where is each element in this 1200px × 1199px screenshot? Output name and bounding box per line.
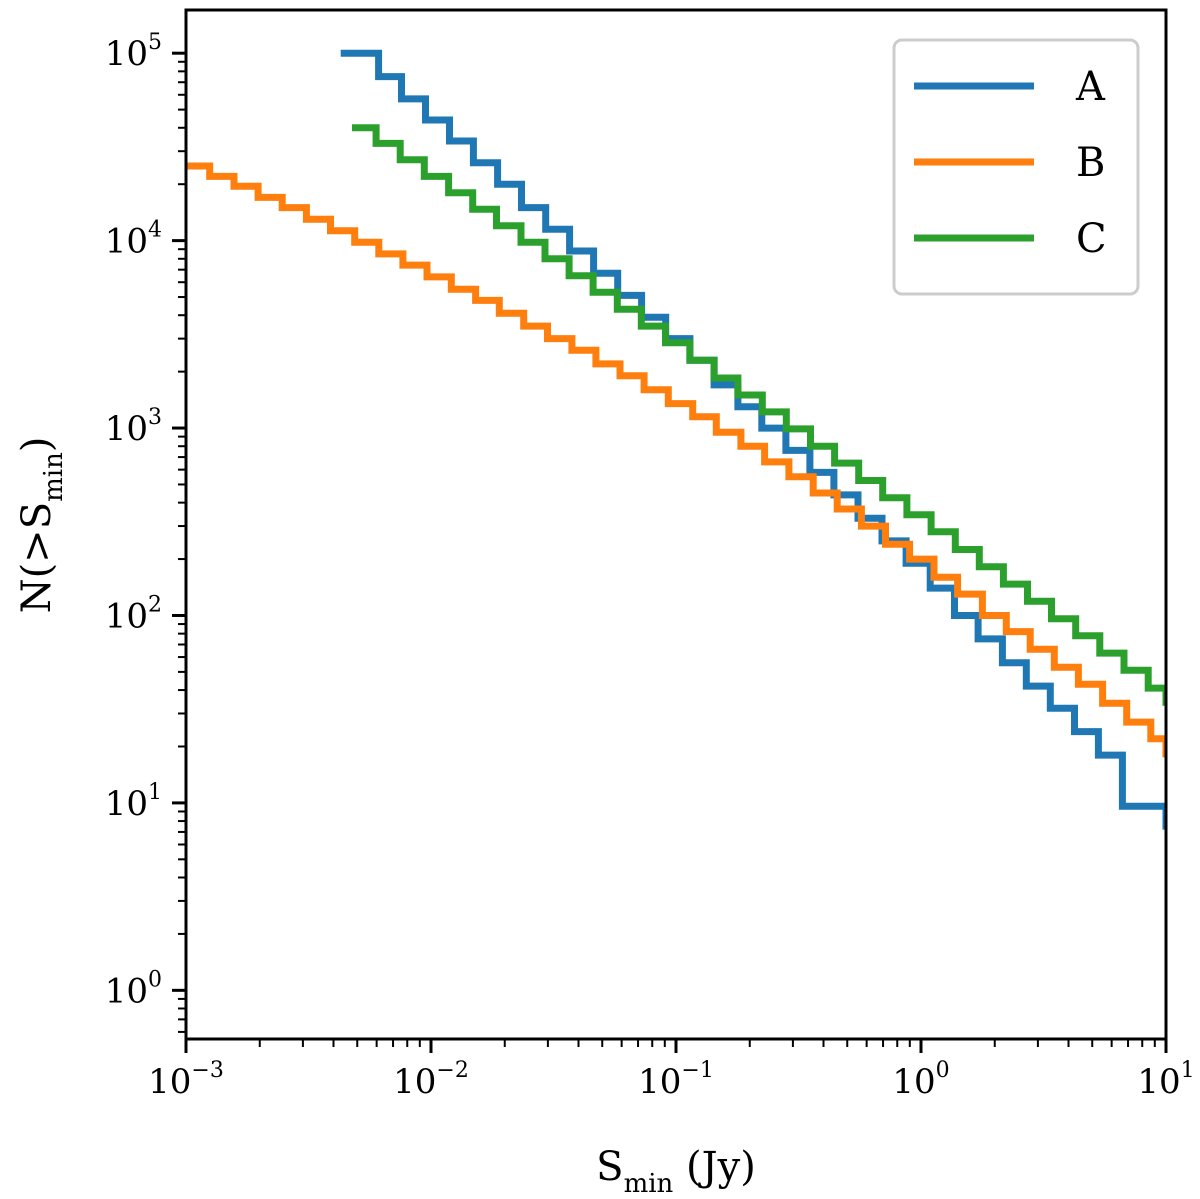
legend-label-B: B: [1076, 140, 1105, 186]
legend-label-A: A: [1075, 64, 1106, 110]
x-tick-label: 101: [1137, 1058, 1194, 1102]
y-axis-label: N(>Smin): [14, 437, 69, 614]
y-tick-label: 103: [105, 405, 162, 449]
y-tick-label: 102: [105, 592, 162, 636]
x-tick-label: 100: [892, 1058, 949, 1102]
x-axis-label: Smin (Jy): [596, 1144, 756, 1199]
y-tick-label: 105: [105, 30, 162, 74]
series-line-B: [186, 162, 1166, 758]
x-tick-label: 10−3: [148, 1058, 224, 1102]
ticks-layer: 10−3 10−2 10−1 100 101 100 101 102 103 104 105: [105, 30, 1195, 1102]
legend-label-C: C: [1076, 216, 1107, 262]
series-layer: [186, 49, 1166, 830]
y-tick-label: 100: [105, 967, 162, 1011]
x-tick-label: 10−1: [638, 1058, 714, 1102]
legend-box: [892, 38, 1140, 296]
y-tick-label: 104: [105, 218, 162, 262]
series-line-C: [352, 124, 1166, 706]
y-tick-label: 101: [105, 780, 162, 824]
x-tick-label: 10−2: [393, 1058, 469, 1102]
legend: ABC: [892, 38, 1140, 296]
